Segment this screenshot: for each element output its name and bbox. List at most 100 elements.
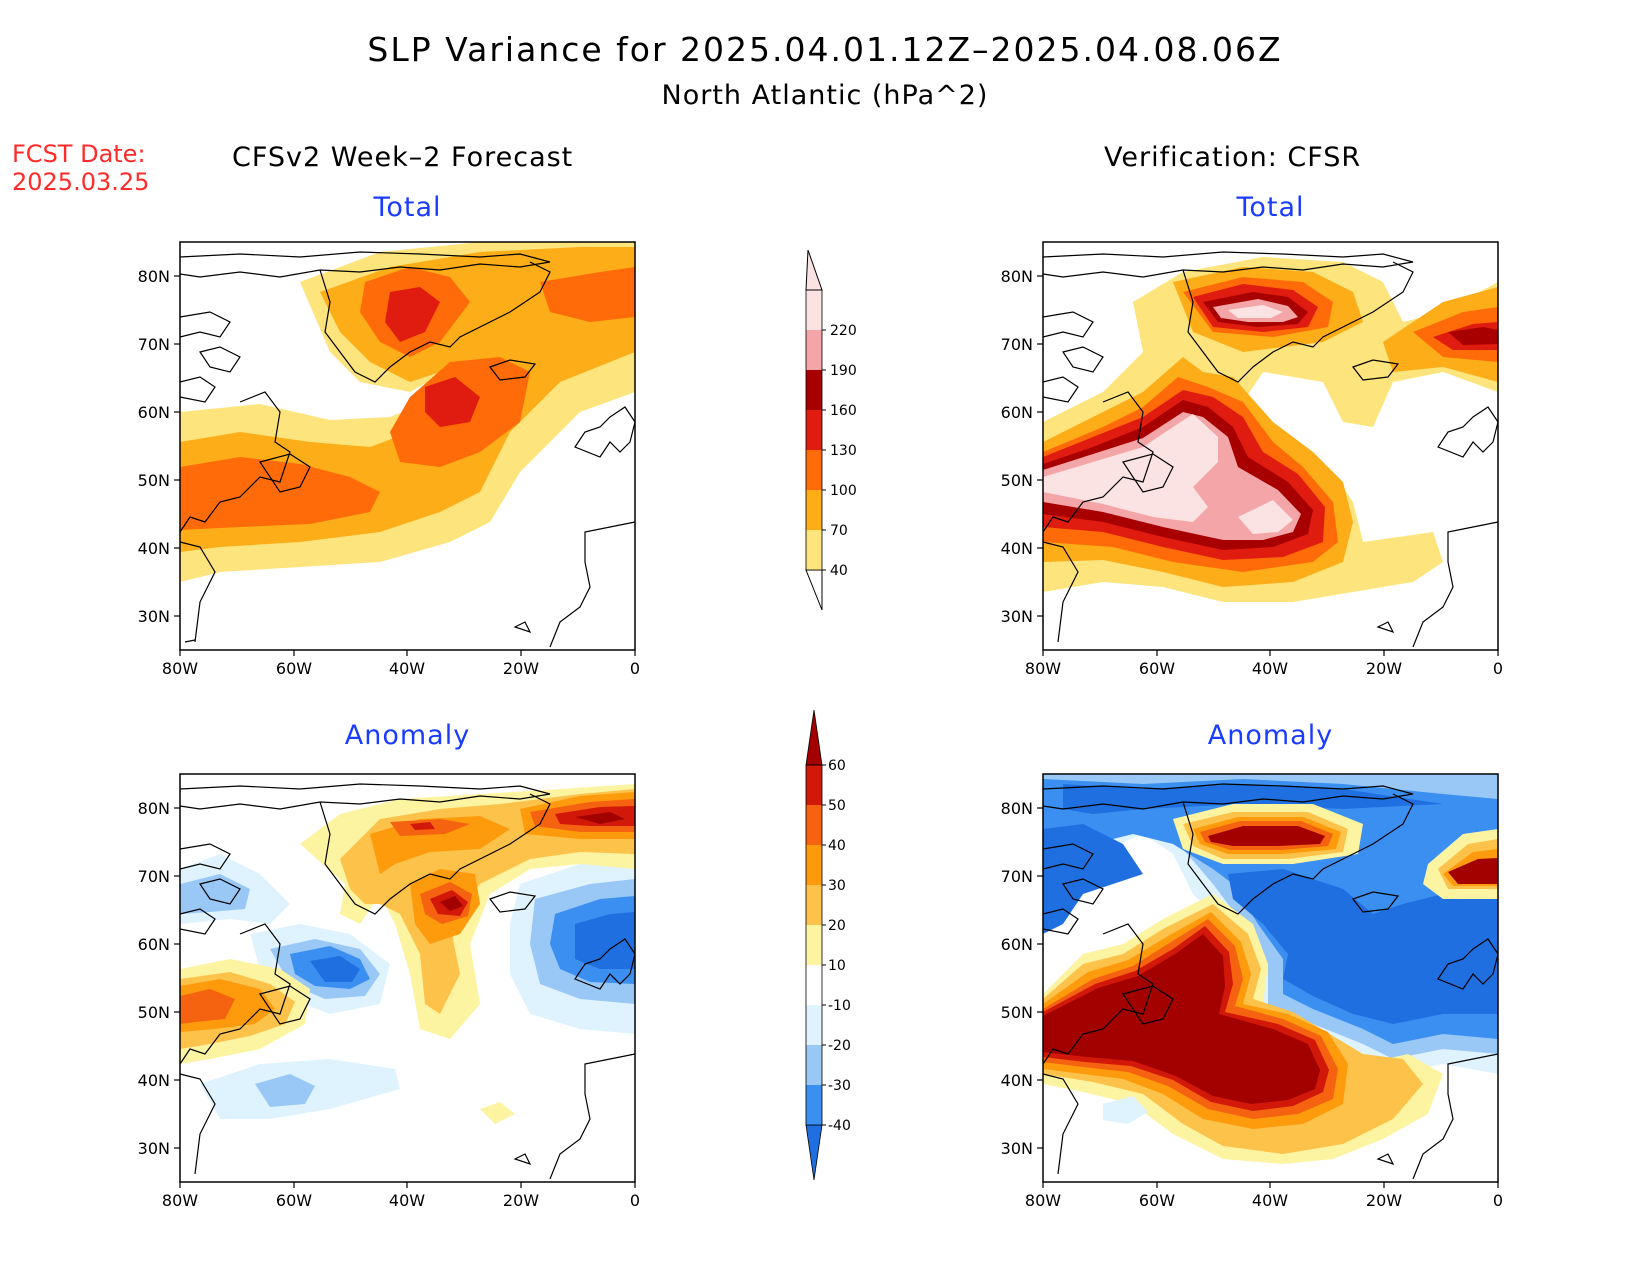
- lon-tick-label: 20W: [1366, 1191, 1402, 1210]
- colorbar-total-label: 100: [830, 483, 857, 499]
- fcst-date-line2: 2025.03.25: [12, 168, 150, 196]
- fcst-date-line1: FCST Date:: [12, 140, 146, 168]
- column-title-forecast: CFSv2 Week–2 Forecast: [232, 142, 574, 173]
- fcst-date-label: FCST Date: 2025.03.25: [12, 140, 149, 196]
- lat-tick-label: 30N: [138, 607, 170, 626]
- colorbar-total-label: 160: [830, 403, 857, 419]
- panel-title-verification-anomaly: Anomaly: [1207, 720, 1334, 751]
- colorbar-total-swatch: [806, 530, 822, 570]
- lat-tick-label: 80N: [1001, 799, 1033, 818]
- colorbar-anomaly-swatch: [806, 965, 822, 1005]
- colorbar-anomaly-label: -20: [828, 1038, 851, 1054]
- colorbar-anomaly-label: 40: [828, 838, 846, 854]
- lat-tick-label: 60N: [1001, 935, 1033, 954]
- colorbar-anomaly-label: 50: [828, 798, 846, 814]
- colorbar-total-swatch: [806, 370, 822, 410]
- colorbar-anomaly-swatch: [806, 885, 822, 925]
- chart-title: SLP Variance for 2025.04.01.12Z–2025.04.…: [367, 30, 1283, 69]
- lon-tick-label: 0: [630, 1191, 640, 1210]
- lat-tick-label: 40N: [1001, 539, 1033, 558]
- colorbar-anomaly-swatch: [806, 1045, 822, 1085]
- panel-title-verification-total: Total: [1236, 192, 1305, 223]
- panel-title-forecast-anomaly: Anomaly: [344, 720, 471, 751]
- lat-tick-label: 50N: [1001, 471, 1033, 490]
- lat-tick-label: 40N: [138, 539, 170, 558]
- lon-tick-label: 20W: [503, 1191, 539, 1210]
- lat-tick-label: 70N: [1001, 867, 1033, 886]
- lat-tick-label: 70N: [138, 335, 170, 354]
- lat-tick-label: 40N: [138, 1071, 170, 1090]
- coastline-forecast-anomaly: [179, 783, 636, 1180]
- lat-tick-label: 70N: [138, 867, 170, 886]
- colorbar-anomaly-label: 10: [828, 958, 846, 974]
- colorbar-anomaly-swatch: [806, 845, 822, 885]
- colorbar-anomaly-swatch: [806, 765, 822, 805]
- colorbar-total-swatch: [806, 410, 822, 450]
- colorbar-anomaly-label: -40: [828, 1118, 851, 1134]
- colorbar-total-label: 190: [830, 363, 857, 379]
- colorbar-total-swatch: [806, 450, 822, 490]
- lon-tick-label: 40W: [389, 1191, 425, 1210]
- colorbar-total-swatch: [806, 290, 822, 330]
- colorbar-total-swatch: [806, 490, 822, 530]
- lat-tick-label: 30N: [138, 1139, 170, 1158]
- lon-tick-label: 20W: [503, 659, 539, 678]
- lat-tick-label: 60N: [1001, 403, 1033, 422]
- column-title-verification: Verification: CFSR: [1104, 142, 1362, 173]
- colorbar-anomaly-label: 30: [828, 878, 846, 894]
- lon-tick-label: 60W: [276, 1191, 312, 1210]
- lon-tick-label: 60W: [276, 659, 312, 678]
- lon-tick-label: 80W: [1025, 1191, 1061, 1210]
- lat-tick-label: 30N: [1001, 607, 1033, 626]
- colorbar-total-label: 40: [830, 563, 848, 579]
- colorbar-anomaly-swatch: [806, 925, 822, 965]
- lon-tick-label: 20W: [1366, 659, 1402, 678]
- colorbar-anomaly: -40 -30 -20 -10 10 20 30 40 50 60: [805, 709, 851, 1181]
- lat-tick-label: 50N: [1001, 1003, 1033, 1022]
- colorbar-total-label: 130: [830, 443, 857, 459]
- lon-tick-label: 80W: [162, 1191, 198, 1210]
- colorbar-total-label: 220: [830, 323, 857, 339]
- colorbar-anomaly-swatch: [806, 1085, 822, 1125]
- lat-tick-label: 80N: [138, 799, 170, 818]
- lon-tick-label: 0: [630, 659, 640, 678]
- colorbar-anomaly-label: 20: [828, 918, 846, 934]
- lat-tick-label: 80N: [138, 267, 170, 286]
- axis-labels: 80N 70N 60N 50N 40N 30N 80W 60W 40W 20W 0 80N 70N 60N…: [138, 267, 1503, 1210]
- lon-tick-label: 80W: [162, 659, 198, 678]
- lon-tick-label: 60W: [1139, 1191, 1175, 1210]
- coastline-forecast-total: [179, 251, 636, 648]
- lon-tick-label: 40W: [1252, 659, 1288, 678]
- lat-tick-label: 40N: [1001, 1071, 1033, 1090]
- colorbar-anomaly-label: 60: [828, 758, 846, 774]
- lon-tick-label: 0: [1493, 659, 1503, 678]
- colorbar-anomaly-swatch: [806, 1005, 822, 1045]
- map-panel-forecast-total: [179, 241, 636, 651]
- lat-tick-label: 60N: [138, 935, 170, 954]
- colorbar-anomaly-label: -10: [828, 998, 851, 1014]
- map-panel-verification-anomaly: [1042, 773, 1499, 1183]
- colorbar-total: 40 70 100 130 160 190 220: [805, 249, 857, 611]
- colorbar-anomaly-label: -30: [828, 1078, 851, 1094]
- lat-tick-label: 80N: [1001, 267, 1033, 286]
- lon-tick-label: 0: [1493, 1191, 1503, 1210]
- map-panel-forecast-anomaly: [179, 773, 636, 1183]
- colorbar-total-label: 70: [830, 523, 848, 539]
- panel-title-forecast-total: Total: [373, 192, 442, 223]
- coastline-verification-anomaly: [1042, 783, 1499, 1180]
- lon-tick-label: 60W: [1139, 659, 1175, 678]
- coastline-verification-total: [1042, 251, 1499, 648]
- lat-tick-label: 30N: [1001, 1139, 1033, 1158]
- colorbar-total-swatch: [806, 330, 822, 370]
- lon-tick-label: 80W: [1025, 659, 1061, 678]
- lat-tick-label: 60N: [138, 403, 170, 422]
- lat-tick-label: 50N: [138, 471, 170, 490]
- lon-tick-label: 40W: [1252, 1191, 1288, 1210]
- chart-subtitle: North Atlantic (hPa^2): [661, 80, 989, 111]
- lon-tick-label: 40W: [389, 659, 425, 678]
- colorbar-anomaly-swatch: [806, 805, 822, 845]
- lat-tick-label: 50N: [138, 1003, 170, 1022]
- map-panel-verification-total: [1042, 241, 1499, 651]
- lat-tick-label: 70N: [1001, 335, 1033, 354]
